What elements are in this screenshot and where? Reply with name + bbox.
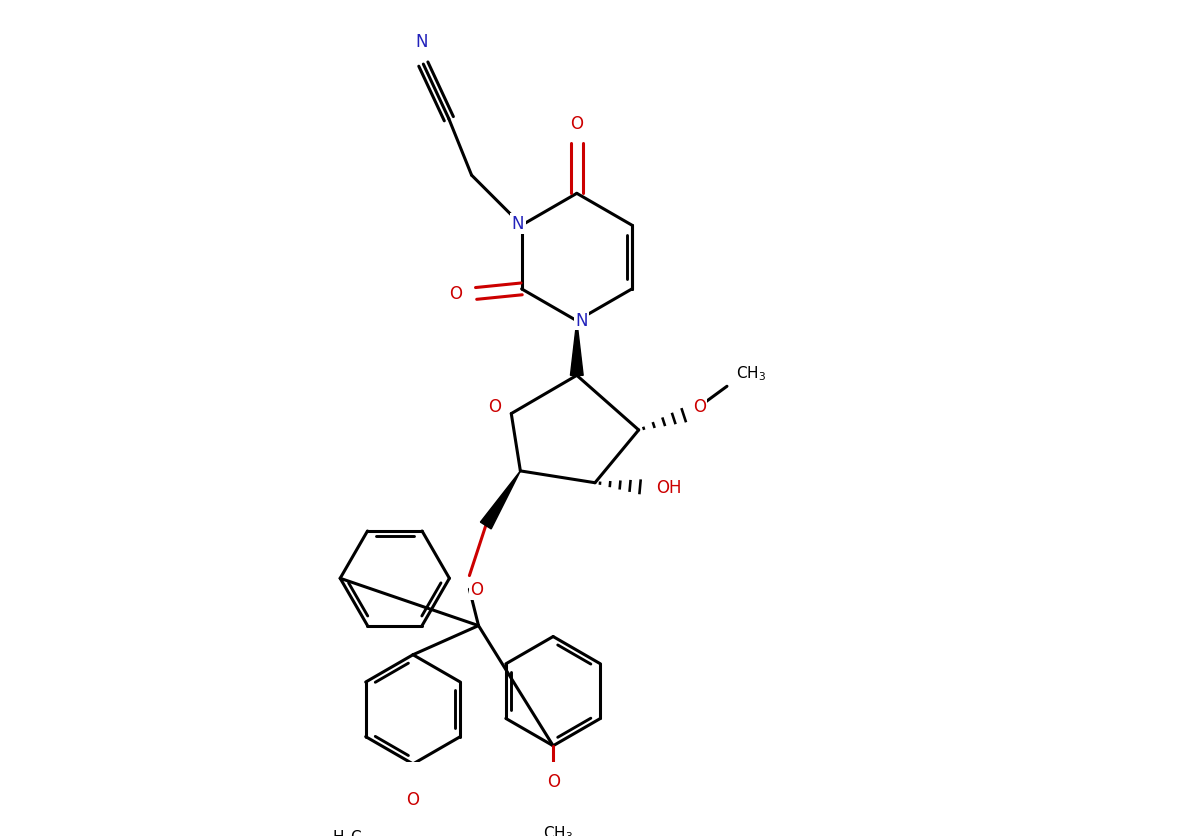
Text: H$_3$C: H$_3$C bbox=[332, 828, 363, 836]
Text: N: N bbox=[415, 33, 427, 51]
Polygon shape bbox=[570, 321, 583, 376]
Text: O: O bbox=[546, 772, 559, 790]
Text: O: O bbox=[570, 115, 583, 133]
Text: O: O bbox=[407, 791, 420, 808]
Text: OH: OH bbox=[656, 479, 682, 497]
Text: CH$_3$: CH$_3$ bbox=[737, 364, 766, 383]
Text: O: O bbox=[693, 398, 706, 415]
Polygon shape bbox=[481, 472, 520, 529]
Text: N: N bbox=[575, 312, 588, 329]
Text: O: O bbox=[470, 580, 483, 599]
Text: CH$_3$: CH$_3$ bbox=[543, 823, 572, 836]
Text: N: N bbox=[512, 215, 525, 233]
Text: O: O bbox=[450, 285, 463, 303]
Text: O: O bbox=[488, 398, 501, 415]
